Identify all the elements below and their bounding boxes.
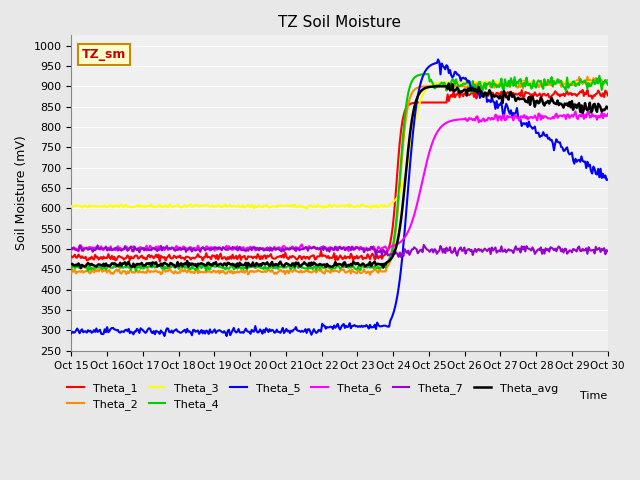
Legend: Theta_1, Theta_2, Theta_3, Theta_4, Theta_5, Theta_6, Theta_7, Theta_avg: Theta_1, Theta_2, Theta_3, Theta_4, Thet… [63, 378, 563, 415]
Title: TZ Soil Moisture: TZ Soil Moisture [278, 15, 401, 30]
Y-axis label: Soil Moisture (mV): Soil Moisture (mV) [15, 136, 28, 251]
X-axis label: Time: Time [580, 391, 608, 401]
Text: TZ_sm: TZ_sm [82, 48, 126, 61]
